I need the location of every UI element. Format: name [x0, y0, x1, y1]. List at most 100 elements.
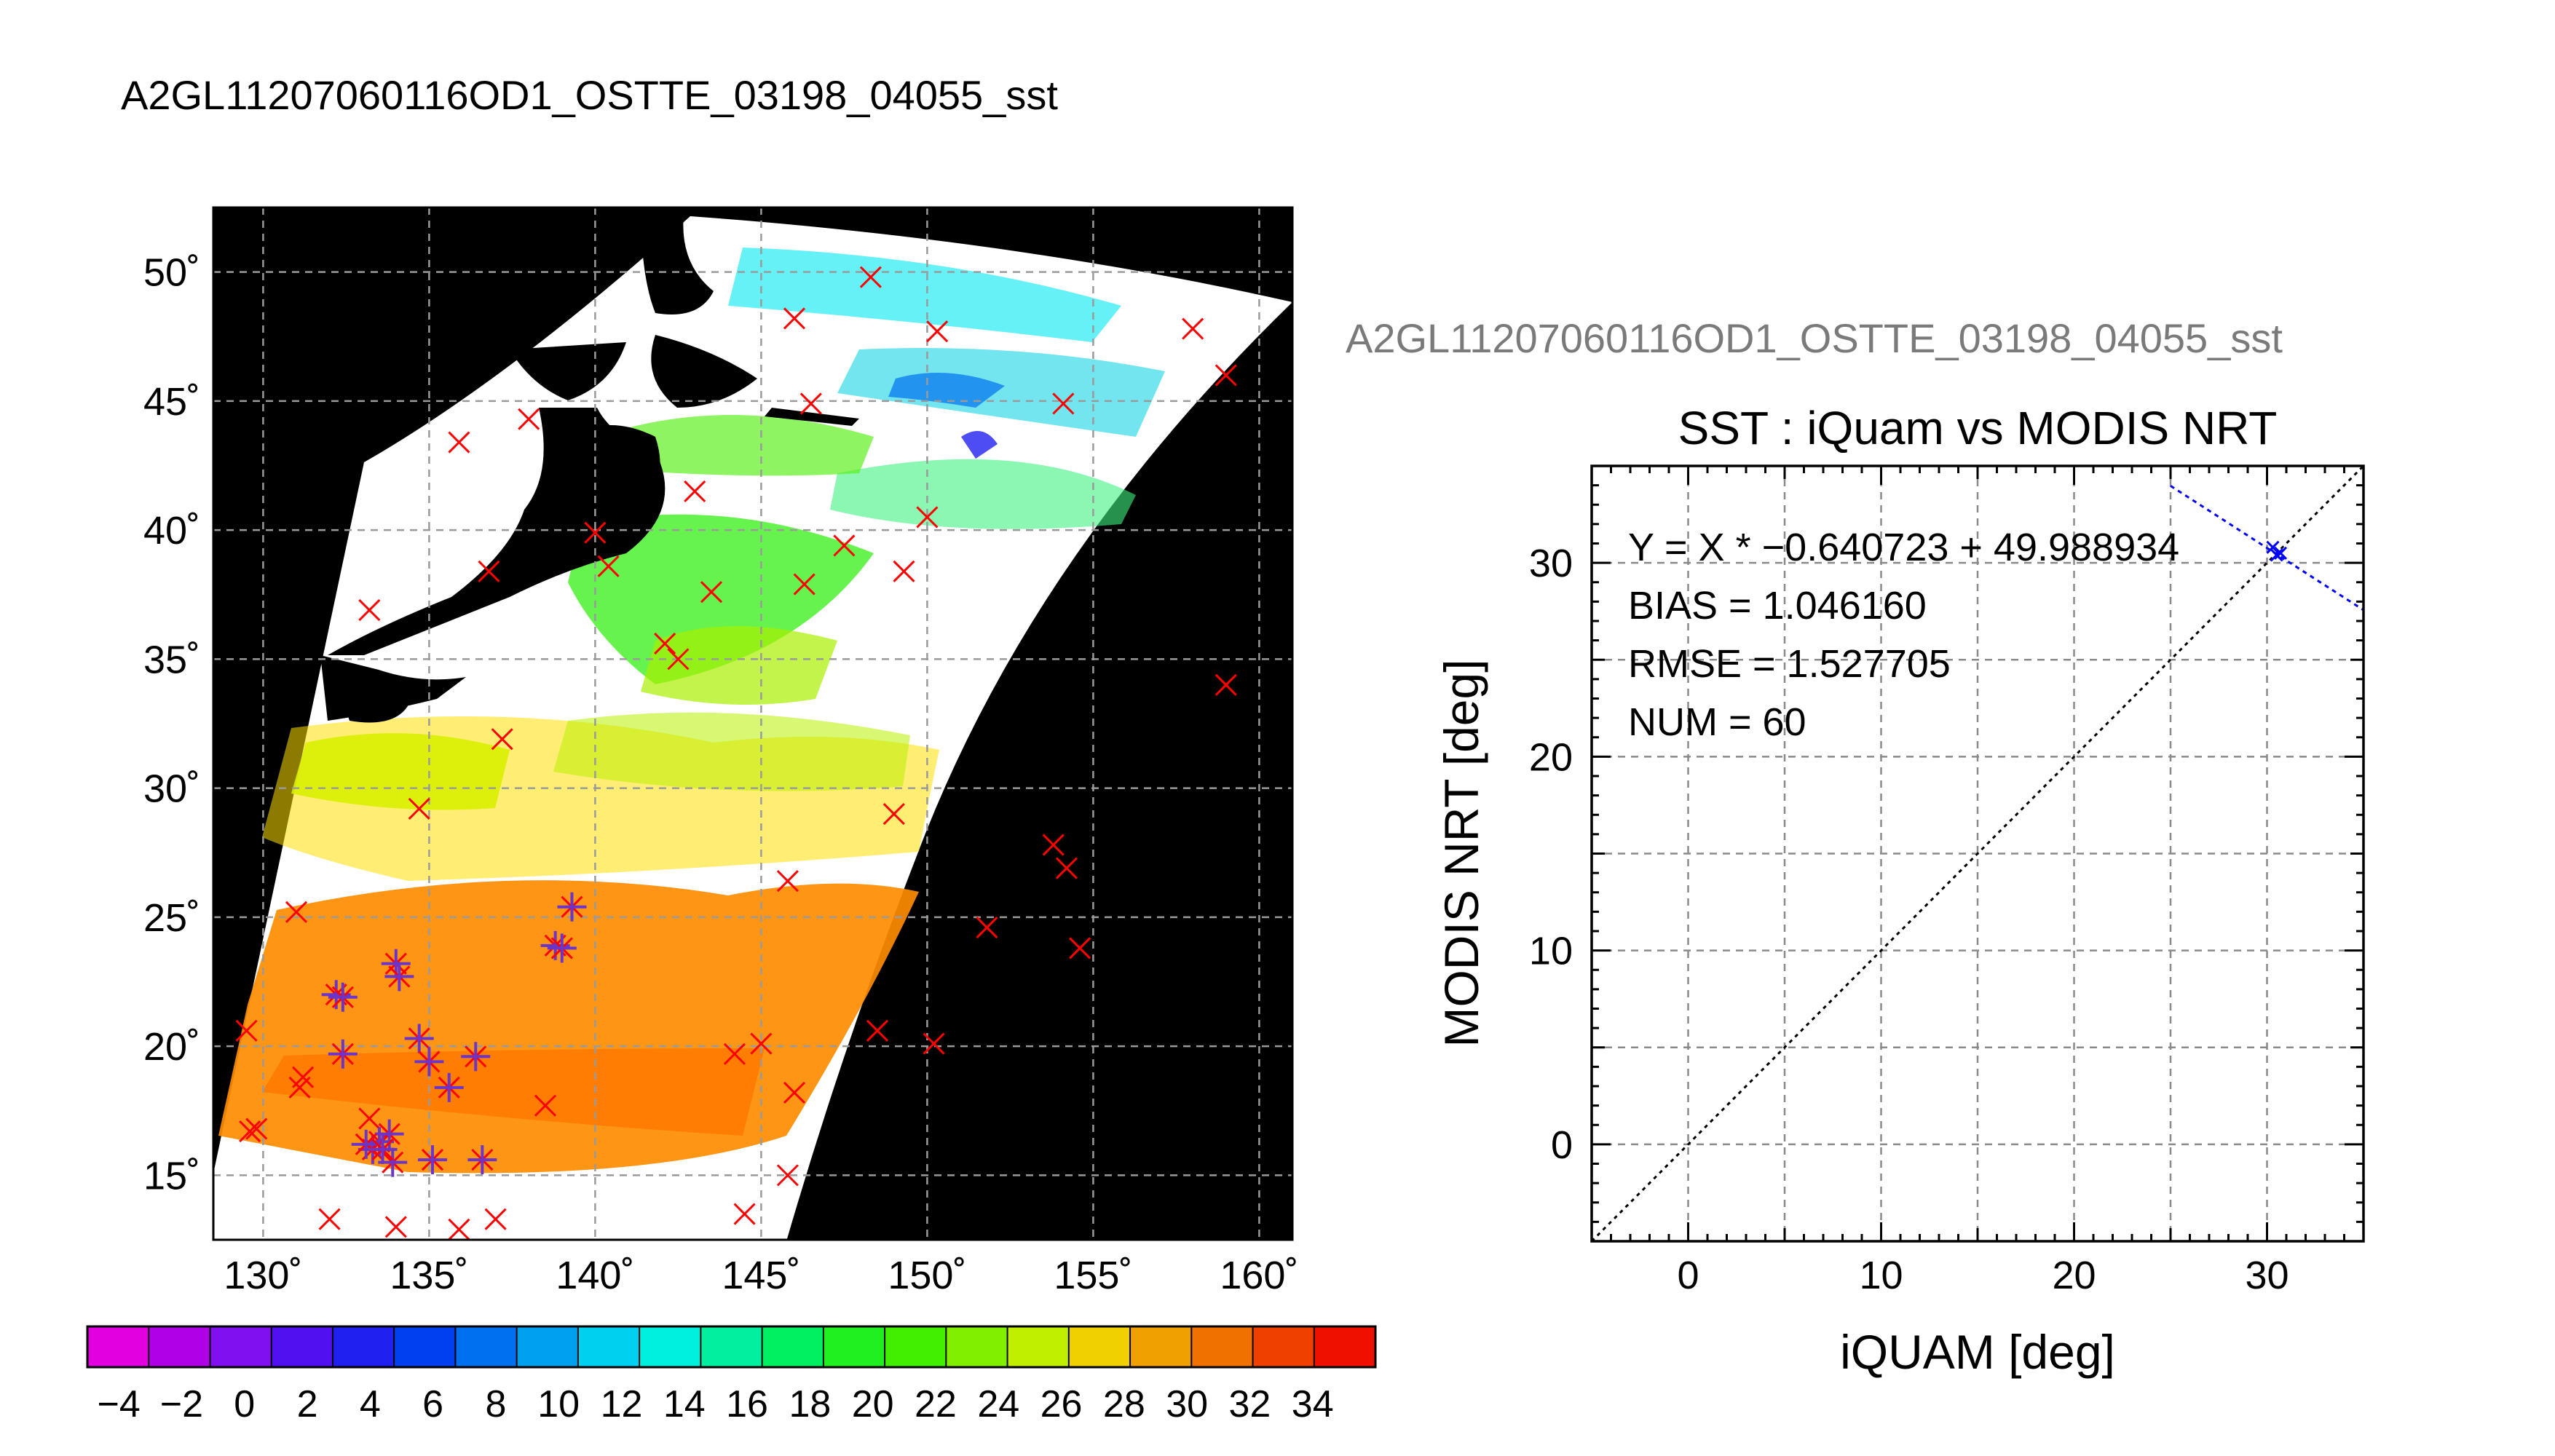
map-marker — [684, 480, 706, 503]
marker-stroke — [1042, 834, 1065, 856]
colorbar-tick-label: 22 — [915, 1383, 957, 1425]
map-marker — [288, 1076, 311, 1099]
marker-stroke — [667, 648, 690, 670]
map-marker — [1069, 937, 1091, 960]
map-marker — [866, 1019, 889, 1042]
colorbar-tick-label: 30 — [1166, 1383, 1208, 1425]
marker-stroke — [700, 581, 723, 604]
map-marker — [733, 1203, 756, 1225]
marker-stroke — [783, 1081, 806, 1104]
marker-stroke — [926, 320, 949, 343]
map-frame — [212, 206, 1294, 1241]
marker-stroke — [2270, 548, 2283, 562]
page-title: A2GL11207060116OD1_OSTTE_03198_04055_sst — [121, 72, 1058, 118]
map-markers — [235, 266, 1237, 1240]
colorbar-frame — [86, 1325, 1377, 1369]
map-marker — [414, 1047, 444, 1077]
colorbar-tick-label: 34 — [1292, 1383, 1334, 1425]
scatter-point — [2266, 540, 2280, 554]
colorbar-tick-label: 0 — [234, 1383, 255, 1425]
marker-stroke — [866, 1019, 889, 1042]
map-lat-tick-label: 25˚ — [143, 896, 200, 940]
scatter-x-tick-label: 10 — [1859, 1254, 1903, 1297]
colorbar-segment — [149, 1326, 210, 1367]
colorbar-segment — [577, 1326, 640, 1367]
colorbar-segment — [762, 1326, 824, 1367]
marker-stroke — [1052, 392, 1075, 415]
map-marker — [1055, 857, 1078, 879]
map-marker — [783, 307, 806, 330]
map-lat-tick-label: 50˚ — [143, 251, 200, 295]
colorbar-tick-label: 4 — [360, 1383, 381, 1425]
colorbar-segment — [700, 1326, 763, 1367]
map-lat-tick-label: 30˚ — [143, 767, 200, 811]
colorbar-tick-label: 6 — [422, 1383, 443, 1425]
map-marker — [783, 1081, 806, 1104]
map-lat-tick-label: 20˚ — [143, 1025, 200, 1069]
map-marker — [597, 555, 620, 577]
marker-stroke — [478, 560, 500, 582]
map-marker — [793, 573, 816, 596]
colorbar-segment — [1068, 1326, 1131, 1367]
colorbar-segment — [332, 1326, 395, 1367]
marker-stroke — [597, 555, 620, 577]
map-marker — [926, 320, 949, 343]
colorbar-segment — [1314, 1326, 1376, 1367]
colorbar-segment — [455, 1326, 518, 1367]
colorbar-tick-label: 18 — [789, 1383, 831, 1425]
scatter-title: SST : iQuam vs MODIS NRT — [1678, 402, 2278, 454]
map-tick-labels: 130˚ 135˚ 140˚ 145˚ 150˚ 155˚ 160˚ 50˚ 45˚ 40˚ 35˚… — [143, 251, 1298, 1297]
marker-stroke — [733, 1203, 756, 1225]
stat-num: NUM = 60 — [1628, 700, 1806, 744]
colorbar-tick-label: 28 — [1103, 1383, 1145, 1425]
map-lon-tick-label: 135˚ — [390, 1254, 468, 1297]
marker-stroke — [923, 1032, 945, 1055]
map-marker — [518, 408, 540, 430]
marker-stroke — [448, 1218, 470, 1240]
colorbar-tick-label: 8 — [485, 1383, 506, 1425]
map-marker — [467, 1145, 497, 1175]
map-marker — [534, 1094, 557, 1117]
marker-stroke — [288, 1076, 311, 1099]
scatter-y-tick-label: 20 — [1529, 735, 1573, 779]
marker-stroke — [654, 633, 676, 655]
colorbar-tick-label: 26 — [1040, 1383, 1083, 1425]
map-marker — [1182, 317, 1204, 340]
map-marker — [1215, 673, 1237, 696]
map-marker — [245, 1117, 268, 1140]
map-lat-tick-label: 45˚ — [143, 380, 200, 424]
marker-stroke — [408, 797, 430, 820]
map-marker — [351, 1129, 381, 1159]
scatter-x-tick-label: 0 — [1677, 1254, 1699, 1297]
map-marker — [1215, 364, 1237, 387]
map-marker — [328, 982, 358, 1012]
map-lon-tick-label: 160˚ — [1220, 1254, 1298, 1297]
colorbar-segment — [1130, 1326, 1192, 1367]
map-marker — [700, 581, 723, 604]
map-marker — [384, 962, 414, 992]
fit-line — [2170, 485, 2364, 612]
colorbar-segment — [271, 1326, 333, 1367]
marker-stroke — [239, 1120, 261, 1143]
marker-stroke — [2273, 546, 2288, 560]
colorbar-tick-label: 2 — [297, 1383, 318, 1425]
map-marker — [776, 1164, 799, 1187]
colorbar-tick-label: 20 — [852, 1383, 894, 1425]
map-marker — [318, 1208, 341, 1230]
map-lon-tick-label: 145˚ — [722, 1254, 800, 1297]
scatter-x-tick-label: 30 — [2245, 1254, 2289, 1297]
marker-stroke — [1215, 673, 1237, 696]
marker-stroke — [491, 728, 513, 751]
map-marker — [882, 803, 905, 826]
scatter-tick-marks — [1590, 464, 2365, 1243]
marker-stroke — [684, 480, 706, 503]
scatter-point — [2273, 546, 2288, 560]
map-marker — [1052, 392, 1075, 415]
scatter-stats: Y = X * −0.640723 + 49.988934 BIAS = 1.0… — [1628, 526, 2179, 744]
map-lon-tick-label: 130˚ — [224, 1254, 302, 1297]
map-lat-tick-label: 15˚ — [143, 1154, 200, 1198]
map-marker — [328, 1039, 358, 1069]
map-marker — [434, 1072, 464, 1102]
marker-stroke — [285, 901, 308, 923]
